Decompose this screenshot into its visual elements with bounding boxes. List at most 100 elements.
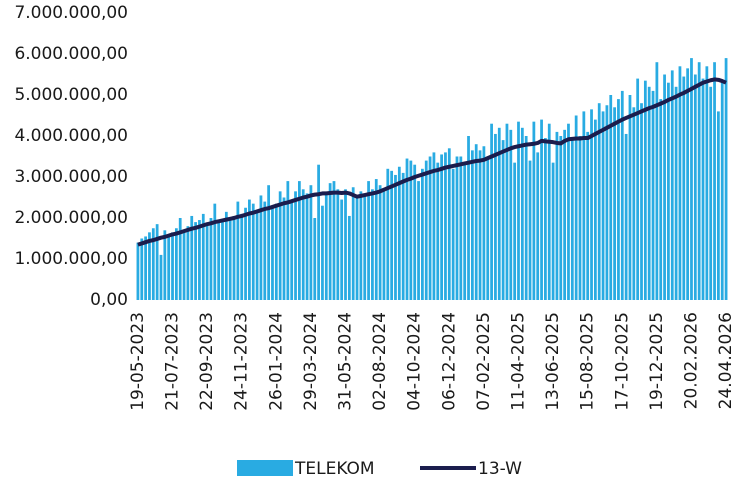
bar xyxy=(601,111,605,301)
bar xyxy=(328,183,332,300)
x-tick-label: 19-05-2023 xyxy=(128,312,148,411)
bar xyxy=(555,131,559,300)
bar xyxy=(344,189,347,300)
bar xyxy=(324,193,328,300)
bar xyxy=(463,162,467,300)
bar xyxy=(332,181,336,300)
bar xyxy=(436,162,440,300)
y-tick-label: 6.000.000,00 xyxy=(14,44,128,64)
bar xyxy=(720,82,724,300)
x-tick-label: 24.04.2026 xyxy=(716,312,736,409)
x-tick-label: 17-10-2025 xyxy=(612,312,632,411)
bar xyxy=(213,203,217,300)
bar xyxy=(194,222,197,300)
bar xyxy=(605,105,609,300)
x-tick-label: 22-09-2023 xyxy=(197,312,217,411)
bar xyxy=(478,150,482,300)
bar xyxy=(659,99,663,300)
bar xyxy=(540,119,543,300)
bar xyxy=(336,189,340,300)
bar xyxy=(705,66,709,300)
bar xyxy=(567,123,570,300)
bar xyxy=(167,234,171,300)
bar xyxy=(271,207,274,300)
bar xyxy=(186,226,190,300)
bar xyxy=(593,119,597,300)
bar xyxy=(544,138,547,300)
bar xyxy=(432,152,436,300)
bar xyxy=(578,136,582,300)
bar xyxy=(178,218,182,300)
bar xyxy=(440,154,443,300)
bar xyxy=(482,146,486,300)
bar xyxy=(620,90,624,301)
y-tick-label: 5.000.000,00 xyxy=(14,85,128,105)
x-tick-label: 20.02.2026 xyxy=(681,312,701,409)
bar xyxy=(209,218,213,300)
bar xyxy=(486,156,490,300)
bar xyxy=(244,207,247,300)
bar xyxy=(701,78,705,300)
legend-label: TELEKOM xyxy=(294,459,375,479)
bar xyxy=(367,181,370,300)
bar xyxy=(351,187,355,300)
bar xyxy=(528,160,532,300)
bar xyxy=(490,123,493,300)
bar xyxy=(297,181,301,300)
bar xyxy=(248,199,251,300)
bar xyxy=(190,215,194,300)
bar xyxy=(224,211,228,300)
x-tick-label: 31-05-2024 xyxy=(336,312,356,411)
y-tick-label: 3.000.000,00 xyxy=(14,167,128,187)
bar xyxy=(682,76,686,300)
bar xyxy=(240,213,244,300)
bar xyxy=(359,191,363,300)
bar xyxy=(628,95,632,300)
bar xyxy=(290,201,294,300)
bar xyxy=(717,111,720,301)
bar xyxy=(155,224,159,300)
y-tick-label: 1.000.000,00 xyxy=(14,249,128,269)
bar xyxy=(513,162,517,300)
bar xyxy=(278,191,282,300)
bar xyxy=(198,220,201,300)
bar xyxy=(301,189,305,300)
bar xyxy=(517,121,520,301)
bar xyxy=(251,203,255,300)
bar xyxy=(159,254,163,300)
bar xyxy=(421,168,424,300)
bar xyxy=(286,181,290,300)
x-tick-label: 15-08-2025 xyxy=(578,312,598,411)
bar xyxy=(574,115,578,300)
bar xyxy=(647,86,651,300)
bar xyxy=(424,160,428,300)
bar xyxy=(294,191,297,300)
x-tick-label: 26-01-2024 xyxy=(266,312,286,411)
bar xyxy=(201,213,205,300)
x-tick-label: 24-11-2023 xyxy=(232,312,252,411)
bar xyxy=(505,123,509,300)
bar xyxy=(413,164,417,300)
bar xyxy=(144,236,147,300)
bar xyxy=(355,197,359,300)
bar xyxy=(174,228,178,300)
bar xyxy=(563,129,567,300)
bar xyxy=(686,68,690,300)
x-tick-label: 06-12-2024 xyxy=(439,312,459,411)
bar xyxy=(382,191,386,300)
bar xyxy=(363,193,367,300)
bar xyxy=(470,150,474,300)
bar xyxy=(509,129,513,300)
bar xyxy=(613,107,616,300)
bar xyxy=(378,185,382,300)
bar xyxy=(313,218,317,300)
bar xyxy=(697,62,701,301)
bar xyxy=(459,156,463,300)
bar xyxy=(401,172,405,300)
bar xyxy=(409,160,413,300)
bar xyxy=(663,74,666,300)
bar xyxy=(582,111,586,301)
bar xyxy=(551,162,555,300)
bar xyxy=(405,158,409,300)
x-tick-label: 04-10-2024 xyxy=(405,312,425,411)
